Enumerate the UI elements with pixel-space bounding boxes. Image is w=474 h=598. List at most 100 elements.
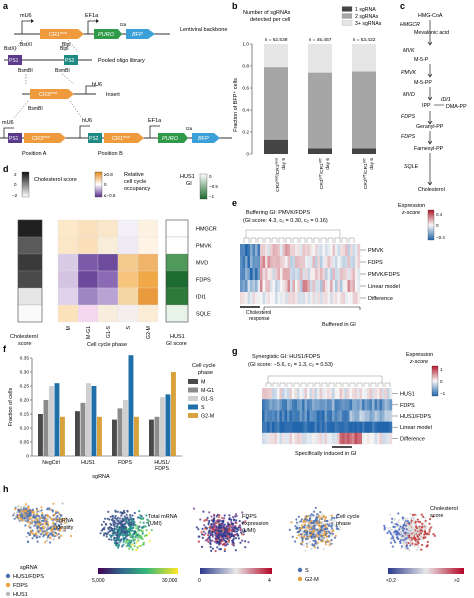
svg-text:CR1mod: CR1mod (49, 31, 67, 38)
umap-point (124, 526, 127, 529)
umap-point (421, 515, 425, 518)
bsmbi-label-3: BsmBI (28, 106, 43, 112)
umap-point (26, 540, 30, 544)
heatmap-cell (294, 421, 298, 433)
umap-point (23, 519, 26, 522)
umap-point (51, 521, 55, 525)
dendrogram-branch (314, 382, 321, 387)
umap-point (241, 533, 244, 536)
heatmap-cell (347, 432, 350, 445)
umap-point (140, 535, 143, 538)
umap-point (133, 532, 136, 536)
gi-tick-1: −0.5 (209, 184, 218, 189)
umap-point (109, 515, 112, 518)
heatmap-cell (327, 388, 330, 400)
umap-point (27, 506, 30, 509)
f-ytick-label: 0.20 (20, 398, 30, 404)
umap-point (408, 531, 411, 534)
heatmap-cell (309, 410, 313, 422)
b-ytick-label: 0.2 (242, 130, 249, 136)
panel-g-subtitle: (GI score: −5.6, c₁ = 1.3, c₂ = 0.53) (248, 362, 333, 368)
heatmap-cell (272, 399, 275, 411)
f-group-label: HUS1/ (154, 460, 170, 466)
umap-point (335, 525, 338, 528)
heatmap-cell (275, 268, 278, 281)
heatmap-cell (309, 432, 313, 445)
f-bar (149, 419, 154, 456)
umap-point (393, 528, 396, 531)
umap-point (410, 523, 413, 526)
d-xlabel-chol-2: score (18, 341, 31, 347)
umap-point (389, 513, 392, 516)
umap-point (131, 517, 134, 521)
cr1-text: CR1 (49, 32, 60, 38)
umap-point (202, 530, 205, 533)
heatmap-cell (342, 292, 346, 305)
dendrogram-branch (313, 237, 320, 243)
umap-scatter-1 (12, 502, 73, 544)
heatmap-cell (302, 388, 305, 400)
umap-point (122, 536, 125, 539)
panel-g: g Synergistic GI: HUS1/FDPS (GI score: −… (232, 346, 446, 457)
umap-point (221, 534, 224, 537)
umap-point (197, 528, 200, 531)
umap-point (239, 541, 242, 544)
umap-point (409, 542, 412, 545)
umap-point (411, 542, 414, 545)
heatmap-cell (274, 388, 278, 400)
heatmap-cell (277, 399, 280, 411)
umap-point (299, 533, 302, 536)
heatmap-cell (335, 292, 338, 305)
umap-scatter-2 (99, 509, 153, 552)
heatmap-cell (352, 256, 356, 269)
e-tick-0: 0.4 (436, 212, 443, 217)
h-legend1-item-1: FDPS (13, 583, 28, 589)
umap-point (41, 528, 45, 532)
heatmap-cell (319, 421, 323, 433)
umap-point (45, 539, 49, 542)
umap-point (433, 534, 436, 538)
heatmap-cell (242, 256, 246, 269)
heatmap-cell (369, 388, 373, 400)
heatmap-cell (272, 432, 275, 445)
umap-point (60, 523, 63, 526)
heatmap-cell (355, 292, 358, 305)
pathway-enzyme: SQLE (404, 164, 419, 170)
bstxi-label-1: BstXI (20, 42, 32, 48)
heatmap-cell (279, 432, 283, 445)
heatmap-cell (312, 280, 316, 293)
occupancy-cell (117, 270, 139, 289)
umap-point (413, 545, 416, 548)
umap-point (45, 520, 48, 523)
umap-point (324, 516, 327, 519)
heatmap-cell (315, 268, 318, 281)
heatmap-cell (282, 256, 286, 269)
umap-point (222, 520, 225, 523)
umap-point (38, 535, 41, 538)
heatmap-cell (354, 421, 358, 433)
umap-point (28, 510, 31, 514)
heatmap-cell (315, 280, 318, 293)
umap-point (389, 526, 392, 529)
umap-point (51, 509, 54, 512)
heatmap-cell (270, 256, 273, 269)
heatmap-cell (349, 432, 353, 445)
umap-point (316, 520, 319, 523)
umap-point (129, 534, 132, 537)
umap-point (199, 518, 202, 521)
heatmap-cell (309, 399, 313, 411)
bstxi-label-2: BstXI (4, 46, 16, 52)
umap-point (131, 526, 134, 529)
heatmap-cell (350, 244, 353, 257)
heatmap-cell (325, 244, 328, 257)
cb2-tick-1: 30,000 (162, 578, 178, 584)
ps1-element-2 (8, 133, 22, 143)
heatmap-cell (342, 280, 346, 293)
heatmap-cell (252, 292, 256, 305)
umap-point (49, 532, 52, 536)
umap-point (137, 528, 140, 532)
heatmap-cell (297, 292, 301, 305)
g-tick-0: 1 (440, 367, 443, 372)
umap-point (233, 529, 236, 533)
